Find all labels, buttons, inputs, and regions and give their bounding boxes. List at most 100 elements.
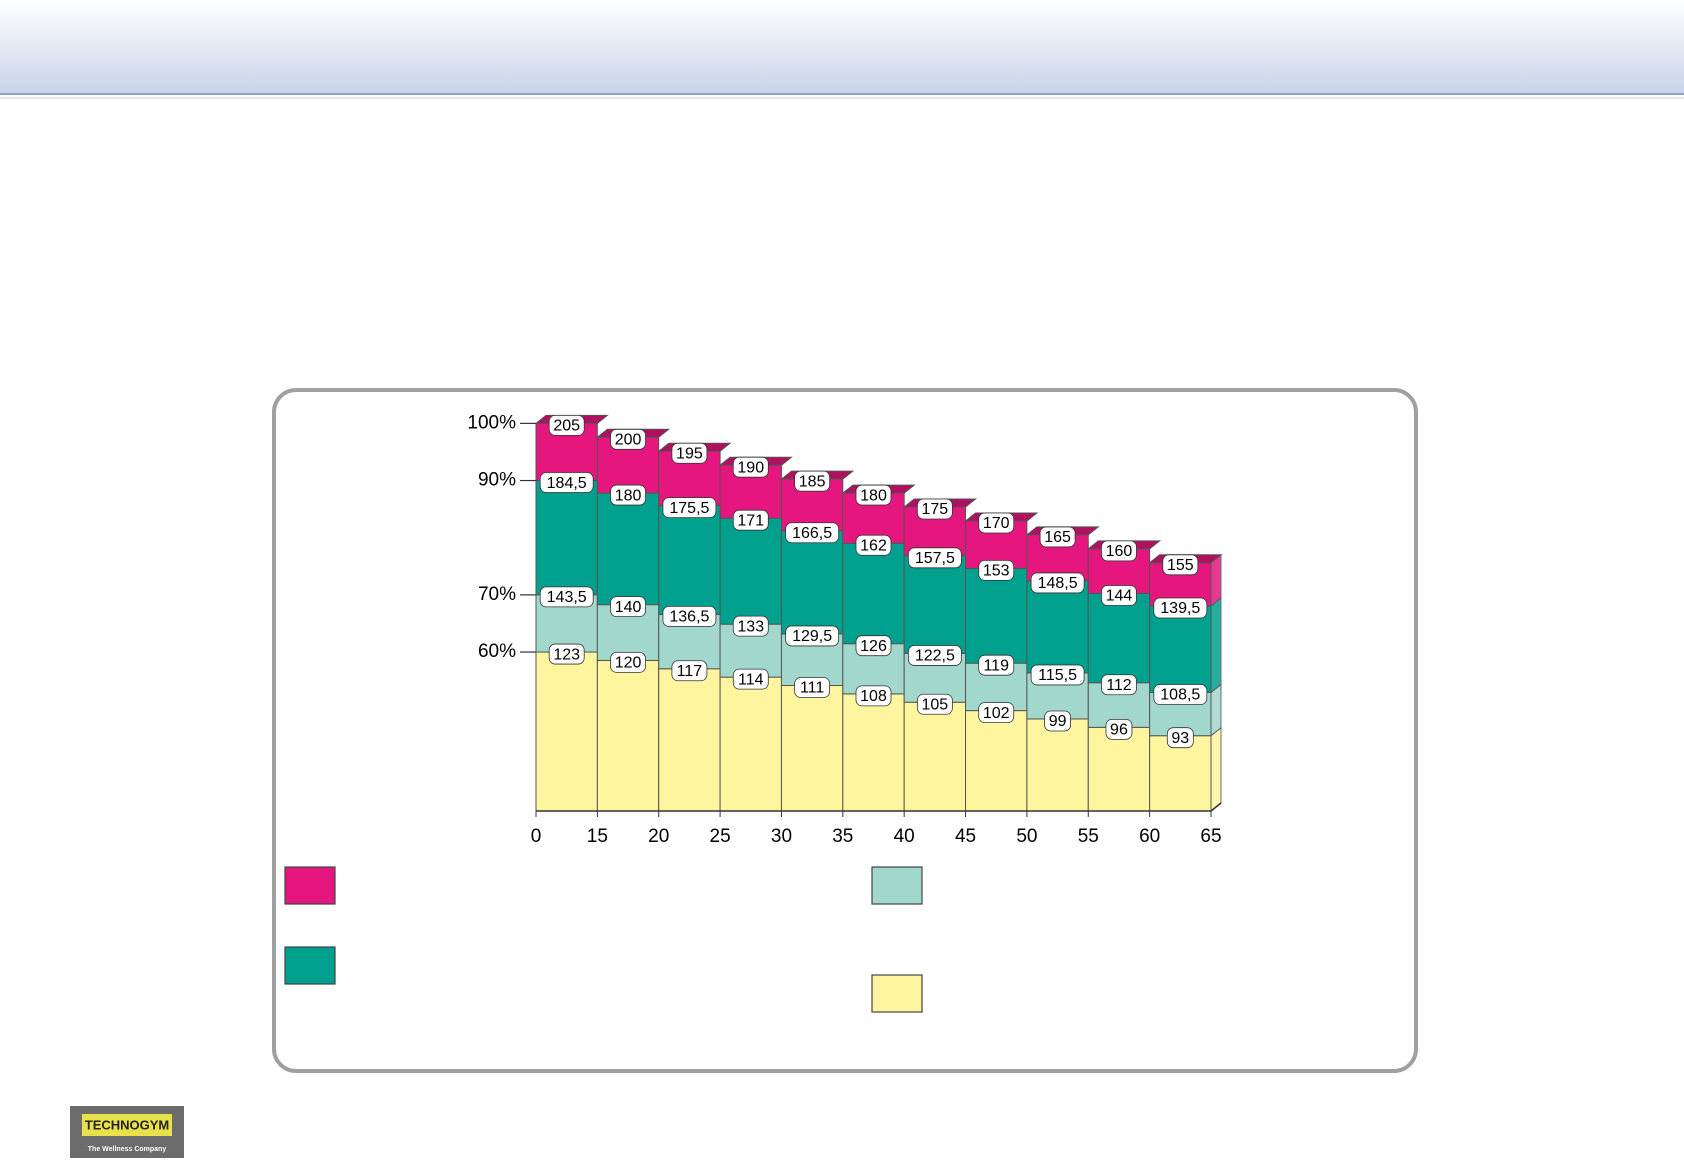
bar-segment [780,530,844,635]
x-tick-label: 40 [894,826,915,847]
value-label-box [785,522,840,544]
bar-segment [965,710,1028,812]
value-label-box [1105,718,1133,740]
bar-segment [535,651,598,812]
value-label-box [539,586,594,608]
logo-tagline: The Wellness Company [88,1146,167,1153]
bar-segment [780,685,844,812]
x-tick-label: 25 [710,826,731,847]
bar-segment [842,693,905,812]
value-label-box [548,643,585,665]
value-label-box [539,472,594,493]
bar-segment [903,701,967,812]
x-tick-label: 30 [771,826,792,847]
value-label: 175,5 [669,500,709,517]
header-band [0,0,1684,93]
x-tick-label: 15 [587,826,608,847]
value-label: 160 [1106,543,1133,560]
value-label: 171 [737,512,764,529]
bar-side-face [1210,726,1222,813]
value-label: 144 [1106,588,1133,605]
value-label-box [978,559,1015,581]
value-label: 96 [1110,722,1128,739]
value-label-box [610,652,646,673]
value-label: 99 [1049,713,1067,730]
value-label-box [855,635,892,657]
bar-segment [842,542,905,645]
value-label: 108 [860,688,887,705]
value-label: 195 [676,445,703,462]
value-label: 112 [1106,677,1132,694]
value-label-box [610,428,646,450]
logo: TECHNOGYM The Wellness Company [70,1106,184,1158]
bar-segment [658,505,721,615]
x-tick-label: 0 [531,826,542,847]
value-label: 140 [615,599,642,616]
value-label-box [662,497,717,519]
value-label: 126 [860,638,887,655]
value-label: 185 [799,473,826,490]
plot: 123143,5184,5205120140180200117136,5175,… [467,412,1223,847]
value-label: 93 [1171,730,1189,747]
bar-segment [903,555,967,654]
bar-segment [1087,726,1151,812]
value-label: 123 [553,646,580,663]
value-label-box [916,498,953,520]
value-label: 166,5 [792,525,832,542]
value-label-box [794,470,831,492]
bar-segment [1149,605,1212,693]
legend-swatch [284,866,336,905]
value-label-box [785,625,840,647]
value-label-box [610,484,646,506]
value-label: 122,5 [915,648,955,665]
value-label: 175 [922,501,949,518]
value-label-box [732,509,769,531]
bar-segment [719,676,782,812]
value-label-box [1101,585,1137,606]
value-label-box [978,702,1015,724]
value-label: 157,5 [915,550,955,567]
value-label-box [855,534,892,556]
bar-segment [1026,580,1089,674]
value-label: 114 [738,671,764,688]
logo-plate [82,1114,172,1136]
value-label-box [978,512,1015,534]
y-tick-label: 70% [478,584,516,605]
value-label-box [732,456,769,478]
value-label-box [732,668,769,690]
legend-swatch [284,946,336,985]
value-label: 111 [800,680,824,697]
value-label: 105 [922,696,949,713]
value-label-box [855,685,892,707]
x-tick-label: 60 [1139,826,1160,847]
value-label: 102 [983,705,1010,722]
value-label-box [1030,572,1085,594]
value-label-box [671,660,708,682]
value-label: 129,5 [792,628,832,645]
x-tick-label: 65 [1200,826,1221,847]
value-label-box [548,414,585,436]
value-label-box [794,677,831,698]
value-label-box [1030,664,1085,686]
value-label: 180 [860,487,887,504]
value-label: 165 [1044,529,1071,546]
value-label-box [978,654,1015,676]
value-label: 148,5 [1038,575,1078,592]
value-label-box [662,605,717,627]
bar-side-face [1210,596,1222,694]
legend-swatch [871,866,923,905]
value-label: 115,5 [1038,667,1077,684]
y-tick-label: 100% [467,412,516,433]
bar-segment [1087,592,1151,684]
x-tick-label: 45 [955,826,976,847]
value-label-box [916,693,953,715]
value-label-box [1162,554,1199,576]
bar-segment [658,668,721,812]
value-label-box [907,645,962,666]
value-label: 143,5 [547,589,587,606]
x-tick-label: 35 [832,826,853,847]
value-label: 200 [615,432,642,449]
value-label-box [610,596,646,618]
value-label-box [1101,674,1137,696]
